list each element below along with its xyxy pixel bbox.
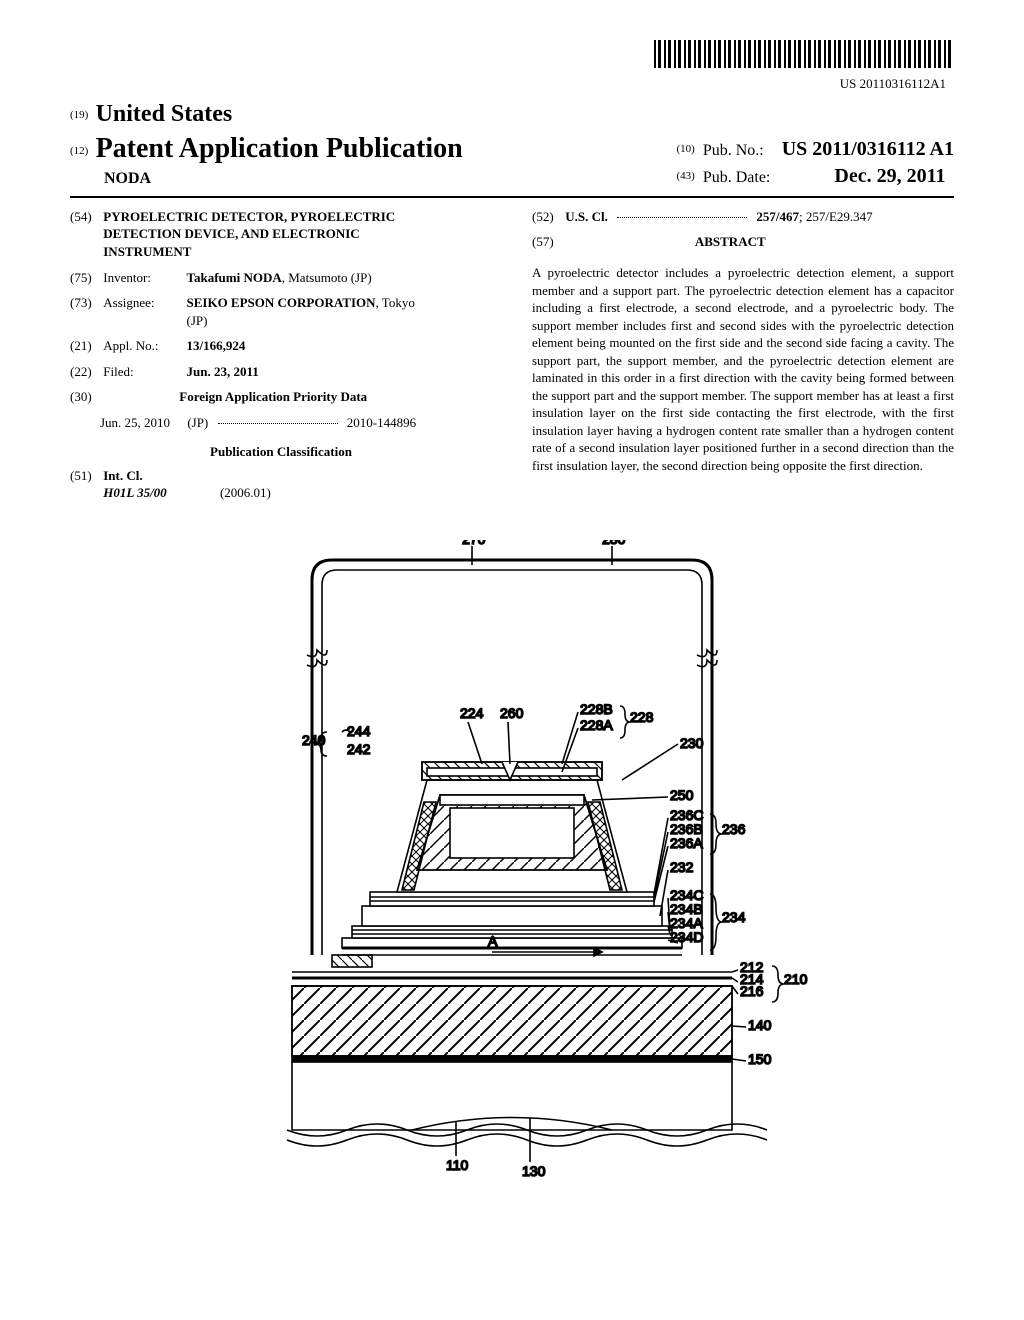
filed-field: (22) Filed: Jun. 23, 2011 bbox=[70, 363, 492, 381]
inventor-loc: , Matsumoto (JP) bbox=[282, 270, 372, 285]
intcl: H01L 35/00 bbox=[103, 485, 166, 500]
pubdate-code: (43) bbox=[677, 170, 695, 182]
filed: Jun. 23, 2011 bbox=[187, 364, 259, 379]
filed-label: Filed: bbox=[103, 363, 183, 381]
title-field: (54) PYROELECTRIC DETECTOR, PYROELECTRIC… bbox=[70, 208, 492, 261]
fig-label-270: 270 bbox=[462, 540, 486, 547]
assignee: SEIKO EPSON CORPORATION bbox=[187, 295, 376, 310]
header: (19) United States (12) Patent Applicati… bbox=[70, 98, 954, 198]
fig-label-242: 242 bbox=[347, 741, 371, 757]
title: PYROELECTRIC DETECTOR, PYROELECTRIC DETE… bbox=[103, 208, 403, 261]
uscl-field: (52) U.S. Cl. 257/467; 257/E29.347 bbox=[532, 208, 954, 226]
cross-section-diagram: 270 280 240 244 242 A bbox=[192, 540, 832, 1180]
barcode-caption: US 20110316112A1 bbox=[70, 75, 954, 93]
fig-label-A: A bbox=[488, 933, 498, 949]
applno: 13/166,924 bbox=[187, 338, 246, 353]
abstract: A pyroelectric detector includes a pyroe… bbox=[532, 264, 954, 475]
uscl-code: (52) bbox=[532, 208, 562, 226]
uscl-label: U.S. Cl. bbox=[565, 209, 608, 224]
applno-label: Appl. No.: bbox=[103, 337, 183, 355]
country-code: (19) bbox=[70, 109, 88, 121]
fig-label-234: 234 bbox=[722, 909, 746, 925]
pubno: US 2011/0316112 A1 bbox=[782, 138, 954, 160]
abstract-h: ABSTRACT bbox=[565, 233, 895, 251]
barcode-block: US 20110316112A1 bbox=[70, 40, 954, 92]
fig-label-216: 216 bbox=[740, 983, 764, 999]
fig-label-236: 236 bbox=[722, 821, 746, 837]
fig-label-244: 244 bbox=[347, 723, 371, 739]
uscl: 257/467 bbox=[756, 209, 799, 224]
intcl-field: (51) Int. Cl. H01L 35/00 (2006.01) bbox=[70, 467, 492, 502]
fig-label-230: 230 bbox=[680, 735, 704, 751]
uscl-extra: ; 257/E29.347 bbox=[799, 209, 873, 224]
foreign-cc: (JP) bbox=[187, 415, 208, 430]
inventor: Takafumi NODA bbox=[187, 270, 282, 285]
fig-label-280: 280 bbox=[602, 540, 626, 547]
header-right: (10) Pub. No.: US 2011/0316112 A1 (43) P… bbox=[677, 136, 955, 190]
left-col: (54) PYROELECTRIC DETECTOR, PYROELECTRIC… bbox=[70, 208, 492, 510]
assignee-field: (73) Assignee: SEIKO EPSON CORPORATION, … bbox=[70, 294, 492, 329]
applno-field: (21) Appl. No.: 13/166,924 bbox=[70, 337, 492, 355]
assignee-label: Assignee: bbox=[103, 294, 183, 312]
foreign-code: (30) bbox=[70, 388, 100, 406]
inventor-label: Inventor: bbox=[103, 269, 183, 287]
fig-label-228: 228 bbox=[630, 709, 654, 725]
pubno-label: Pub. No.: bbox=[703, 142, 764, 159]
fig-label-210: 210 bbox=[784, 971, 808, 987]
fig-label-228B: 228B bbox=[580, 701, 613, 717]
fig-label-224: 224 bbox=[460, 705, 484, 721]
assignee-code: (73) bbox=[70, 294, 100, 312]
fig-label-236A: 236A bbox=[670, 835, 703, 851]
intcl-ver: (2006.01) bbox=[220, 485, 271, 500]
columns: (54) PYROELECTRIC DETECTOR, PYROELECTRIC… bbox=[70, 208, 954, 510]
fig-label-260: 260 bbox=[500, 705, 524, 721]
barcode bbox=[654, 40, 954, 68]
country: United States bbox=[96, 101, 233, 127]
header-left: (19) United States (12) Patent Applicati… bbox=[70, 98, 463, 190]
inventor-code: (75) bbox=[70, 269, 100, 287]
pubclass-h: Publication Classification bbox=[70, 443, 492, 461]
fig-label-232: 232 bbox=[670, 859, 694, 875]
fig-label-250: 250 bbox=[670, 787, 694, 803]
pubno-code: (10) bbox=[677, 143, 695, 155]
inventor-field: (75) Inventor: Takafumi NODA, Matsumoto … bbox=[70, 269, 492, 287]
filed-code: (22) bbox=[70, 363, 100, 381]
foreign-h-field: (30) Foreign Application Priority Data bbox=[70, 388, 492, 406]
fig-label-228A: 228A bbox=[580, 717, 613, 733]
fig-label-130: 130 bbox=[522, 1163, 546, 1179]
intcl-code: (51) bbox=[70, 467, 100, 485]
abstract-code: (57) bbox=[532, 233, 562, 251]
kind-code: (12) bbox=[70, 145, 88, 157]
intcl-label: Int. Cl. bbox=[103, 468, 142, 483]
right-col: (52) U.S. Cl. 257/467; 257/E29.347 (57) … bbox=[532, 208, 954, 510]
foreign-h: Foreign Application Priority Data bbox=[103, 388, 443, 406]
dots-icon bbox=[218, 423, 338, 424]
foreign-row: Jun. 25, 2010 (JP) 2010-144896 bbox=[70, 414, 492, 432]
fig-label-110: 110 bbox=[446, 1157, 469, 1173]
fig-label-140: 140 bbox=[748, 1017, 772, 1033]
foreign-num: 2010-144896 bbox=[347, 415, 416, 430]
foreign-date: Jun. 25, 2010 bbox=[100, 415, 170, 430]
pubdate: Dec. 29, 2011 bbox=[834, 165, 945, 187]
abstract-header: (57) ABSTRACT bbox=[532, 233, 954, 251]
title-code: (54) bbox=[70, 208, 100, 226]
dots-icon bbox=[617, 217, 747, 218]
author: NODA bbox=[104, 170, 151, 187]
figure: 270 280 240 244 242 A bbox=[70, 540, 954, 1185]
pubdate-label: Pub. Date: bbox=[703, 169, 771, 186]
fig-label-150: 150 bbox=[748, 1051, 772, 1067]
kind: Patent Application Publication bbox=[96, 133, 463, 164]
applno-code: (21) bbox=[70, 337, 100, 355]
